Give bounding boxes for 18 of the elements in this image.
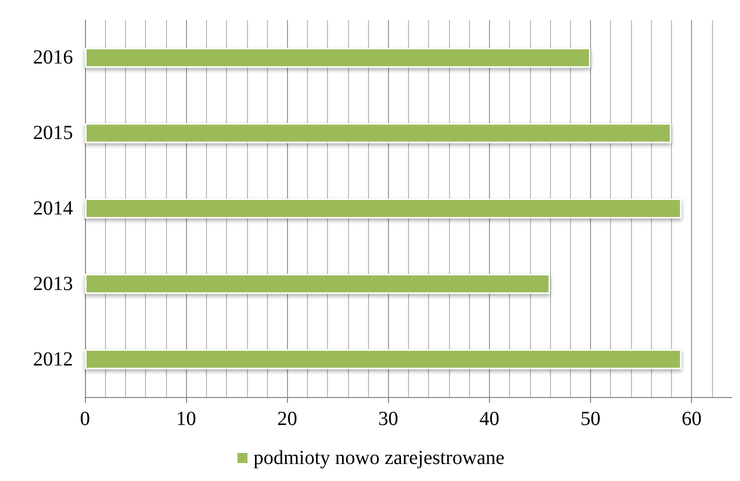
x-tick-label: 10	[176, 408, 196, 430]
y-tick-label: 2016	[33, 46, 73, 69]
x-tick-label: 0	[80, 408, 90, 430]
y-tick-label: 2013	[33, 272, 73, 295]
x-tick-label: 50	[580, 408, 600, 430]
x-tick-label: 20	[277, 408, 298, 430]
y-tick-label: 2014	[33, 198, 73, 220]
bar	[85, 274, 550, 294]
y-tick-label: 2015	[33, 122, 73, 144]
legend-label: podmioty nowo zarejestrowane	[253, 447, 505, 469]
x-tick-label: 40	[479, 408, 500, 430]
bar	[85, 123, 672, 144]
bar	[85, 349, 682, 370]
bar	[85, 198, 682, 218]
x-tick-label: 30	[378, 408, 398, 430]
bar	[85, 48, 590, 68]
x-tick-label: 60	[682, 408, 702, 430]
y-tick-label: 2012	[33, 348, 73, 370]
